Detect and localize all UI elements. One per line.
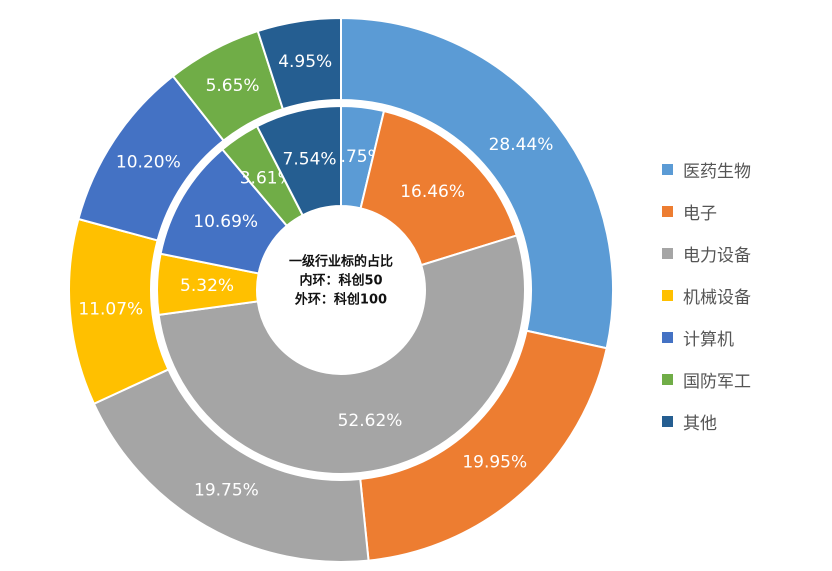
inner-ring-label-7: 7.54% [283, 150, 337, 170]
outer-ring-slice-1 [340, 16, 614, 350]
outer-ring-label-7: 4.95% [278, 52, 332, 72]
legend-label: 电力设备 [683, 245, 751, 266]
inner-ring-slice-3 [157, 234, 526, 475]
outer-ring-label-5: 10.20% [116, 153, 181, 173]
legend: 医药生物电子电力设备机械设备计算机国防军工其他 [662, 148, 751, 442]
legend-swatch [662, 331, 673, 343]
legend-label: 国防军工 [683, 371, 751, 392]
inner-ring-slice-7 [255, 104, 342, 217]
inner-ring-slice-2 [359, 109, 518, 267]
legend-item: 国防军工 [662, 358, 751, 400]
inner-ring-label-5: 10.69% [193, 212, 258, 232]
outer-ring-slice-7 [256, 16, 342, 111]
inner-ring-label-1: 3.75% [330, 147, 384, 167]
legend-swatch [662, 163, 673, 175]
outer-ring-label-4: 11.07% [78, 299, 143, 319]
outer-ring-label-2: 19.95% [462, 452, 527, 472]
outer-ring-label-3: 19.75% [194, 481, 259, 501]
legend-swatch [662, 373, 673, 385]
legend-swatch [662, 289, 673, 301]
center-title-line-3: 外环：科创100 [294, 292, 387, 308]
legend-label: 其他 [683, 413, 717, 434]
legend-label: 机械设备 [683, 287, 751, 308]
legend-swatch [662, 415, 673, 427]
legend-swatch [662, 205, 673, 217]
outer-ring-label-1: 28.44% [489, 135, 554, 155]
inner-ring-label-4: 5.32% [180, 276, 234, 296]
legend-item: 医药生物 [662, 148, 751, 190]
outer-ring-label-6: 5.65% [206, 76, 260, 96]
center-title-line-2: 内环：科创50 [299, 273, 382, 289]
inner-ring-label-2: 16.46% [400, 182, 465, 202]
center-title-line-1: 一级行业标的占比 [289, 254, 393, 270]
legend-item: 其他 [662, 400, 751, 442]
legend-label: 计算机 [683, 329, 734, 350]
legend-label: 医药生物 [683, 161, 751, 182]
legend-label: 电子 [683, 203, 717, 224]
legend-item: 计算机 [662, 316, 751, 358]
legend-item: 机械设备 [662, 274, 751, 316]
legend-swatch [662, 247, 673, 259]
inner-ring-label-3: 52.62% [338, 411, 403, 431]
legend-item: 电子 [662, 190, 751, 232]
legend-item: 电力设备 [662, 232, 751, 274]
